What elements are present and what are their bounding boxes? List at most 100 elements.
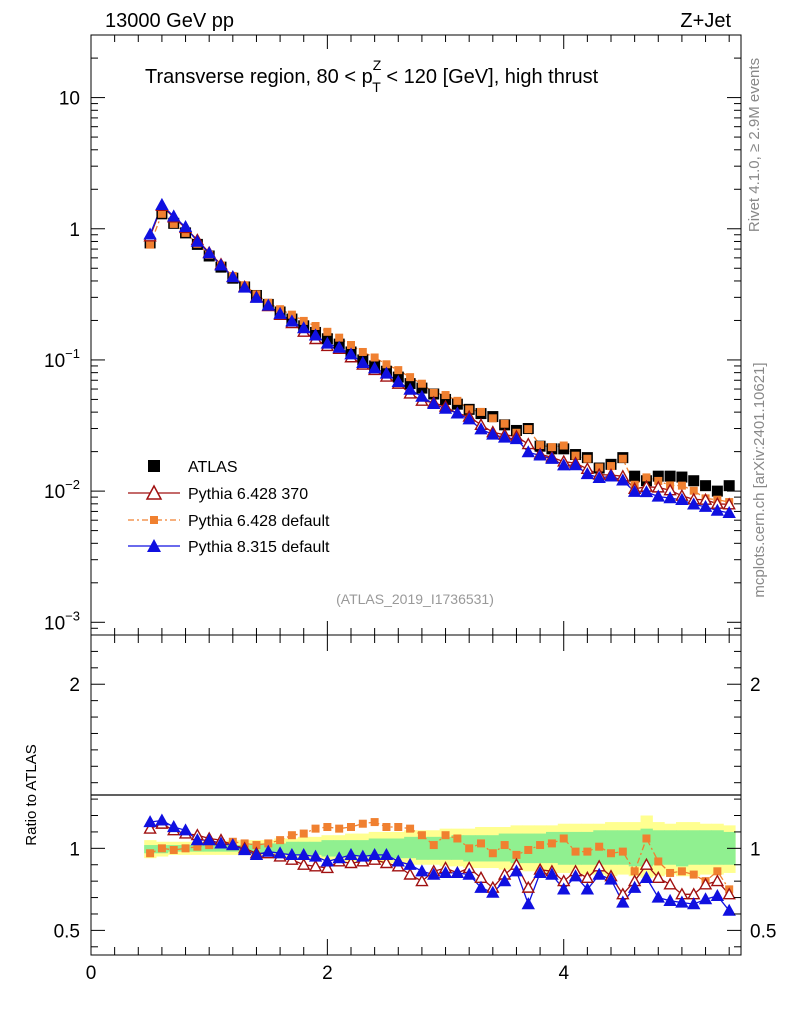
ratio-band-green (664, 830, 677, 865)
main-point-py8 (344, 347, 358, 360)
ratio-point-py8 (497, 874, 512, 887)
rivet-label: Rivet 4.1.0, ≥ 2.9M events (746, 58, 763, 232)
ratio-point-py6-default (394, 823, 403, 831)
ratio-band-green (687, 830, 701, 865)
ratio-band-green (345, 840, 358, 857)
ratio-point-py6-default (512, 850, 521, 859)
main-y-tick-labels: 10 1 10−1 10−2 10−3 (44, 89, 80, 635)
main-point-atlas (676, 471, 688, 483)
ratio-point-py8 (592, 867, 606, 880)
main-point-py8 (427, 396, 441, 410)
ratio-point-py6-default (488, 849, 497, 858)
main-point-py6-default (453, 396, 462, 405)
ratio-y-tick-labels: 0.5 0.5 1 1 2 2 (54, 675, 777, 942)
main-point-py6-default (524, 425, 533, 434)
ratio-point-py8 (710, 888, 725, 902)
main-point-py8 (663, 491, 677, 504)
header-left: 13000 GeV pp (105, 10, 234, 32)
ratio-point-py8 (427, 867, 441, 880)
main-point-py8 (214, 258, 228, 271)
ratio-point-py6-default (453, 834, 462, 843)
ratio-y-tick-label-right: 0.5 (750, 921, 776, 942)
ratio-point-py6-default (358, 819, 367, 828)
main-point-py6-default (547, 443, 556, 452)
main-point-py8 (261, 298, 275, 311)
ratio-band-green (297, 841, 311, 855)
ratio-point-py6-default (500, 841, 509, 850)
ratio-point-py8 (722, 903, 736, 916)
ratio-point-py6-default (169, 845, 178, 854)
main-point-py6-default (559, 441, 568, 450)
ratio-point-py8 (415, 864, 429, 877)
main-point-py8 (178, 220, 193, 233)
ratio-point-py8 (616, 895, 630, 908)
main-point-py8 (521, 445, 535, 458)
main-point-py6-default (441, 391, 450, 400)
ratio-point-py8 (273, 846, 287, 859)
ratio-point-py6-370 (344, 856, 358, 869)
ratio-band-green (416, 836, 429, 860)
main-point-py8 (403, 382, 417, 395)
ratio-point-py6-370 (403, 867, 417, 880)
main-point-py6-default (358, 347, 367, 356)
ratio-point-py6-default (689, 870, 698, 879)
legend-marker-py6-370 (145, 484, 163, 500)
ratio-point-py6-370 (308, 859, 323, 872)
main-point-py8 (285, 314, 299, 327)
ratio-y-label: Ratio to ATLAS (23, 744, 40, 845)
ratio-point-py6-default (264, 839, 273, 848)
main-point-py8 (651, 489, 665, 502)
main-point-py6-default (417, 379, 426, 388)
x-tick-label: 2 (322, 963, 333, 984)
main-point-py6-default (583, 454, 592, 463)
main-point-py8 (627, 484, 642, 497)
ratio-point-py6-default (347, 823, 355, 831)
ratio-band-green (309, 841, 322, 855)
ratio-point-py6-default (559, 834, 568, 843)
main-point-py6-default (382, 360, 391, 369)
ratio-point-py6-370 (379, 856, 394, 869)
ratio-band-green (356, 840, 370, 857)
ratio-point-py6-default (583, 847, 592, 856)
ratio-point-py8 (663, 893, 677, 906)
ratio-point-py8 (190, 833, 205, 846)
main-point-py8 (592, 471, 606, 484)
ratio-band-green (711, 830, 724, 865)
ratio-axis-ticks (90, 634, 741, 955)
main-point-py8 (568, 458, 583, 471)
main-point-py8 (379, 366, 394, 379)
ratio-point-py6-370 (651, 870, 665, 883)
main-point-py6-default (169, 219, 178, 228)
legend-entry-atlas: ATLAS (148, 459, 238, 476)
ratio-point-py8 (178, 823, 193, 836)
main-y-tick-label: 1 (69, 220, 80, 241)
main-point-py6-default (677, 481, 686, 490)
main-point-py8 (698, 499, 713, 512)
ratio-band-green (439, 836, 452, 860)
ratio-point-py8 (698, 892, 713, 905)
legend-label-py6-default: Pythia 6.428 default (188, 513, 330, 530)
x-tick-label: 0 (86, 963, 97, 984)
ratio-point-py8 (403, 857, 417, 870)
ratio-point-py6-default (618, 847, 627, 856)
analysis-tag: (ATLAS_2019_I1736531) (336, 591, 494, 607)
ratio-y-tick-label-left: 2 (69, 675, 80, 696)
ratio-point-py8 (604, 872, 618, 885)
ratio-point-py6-default (429, 841, 438, 850)
legend-marker-py8 (147, 539, 161, 552)
ratio-point-py8 (462, 867, 476, 880)
ratio-band-green (546, 831, 559, 864)
main-point-py6-default (429, 388, 438, 397)
main-y-tick-label: 10−3 (44, 608, 80, 634)
ratio-point-py6-default (642, 834, 651, 843)
main-point-py6-default (536, 441, 545, 450)
ratio-point-py6-default (571, 847, 580, 856)
ratio-point-py6-default (547, 839, 556, 848)
legend: ATLAS Pythia 6.428 370 Pythia 6.428 defa… (128, 459, 330, 556)
ratio-point-py6-default (441, 831, 450, 840)
main-point-atlas (664, 470, 676, 482)
ratio-point-py8 (533, 866, 547, 879)
main-point-py8 (226, 270, 240, 283)
main-point-py6-default (347, 341, 355, 350)
